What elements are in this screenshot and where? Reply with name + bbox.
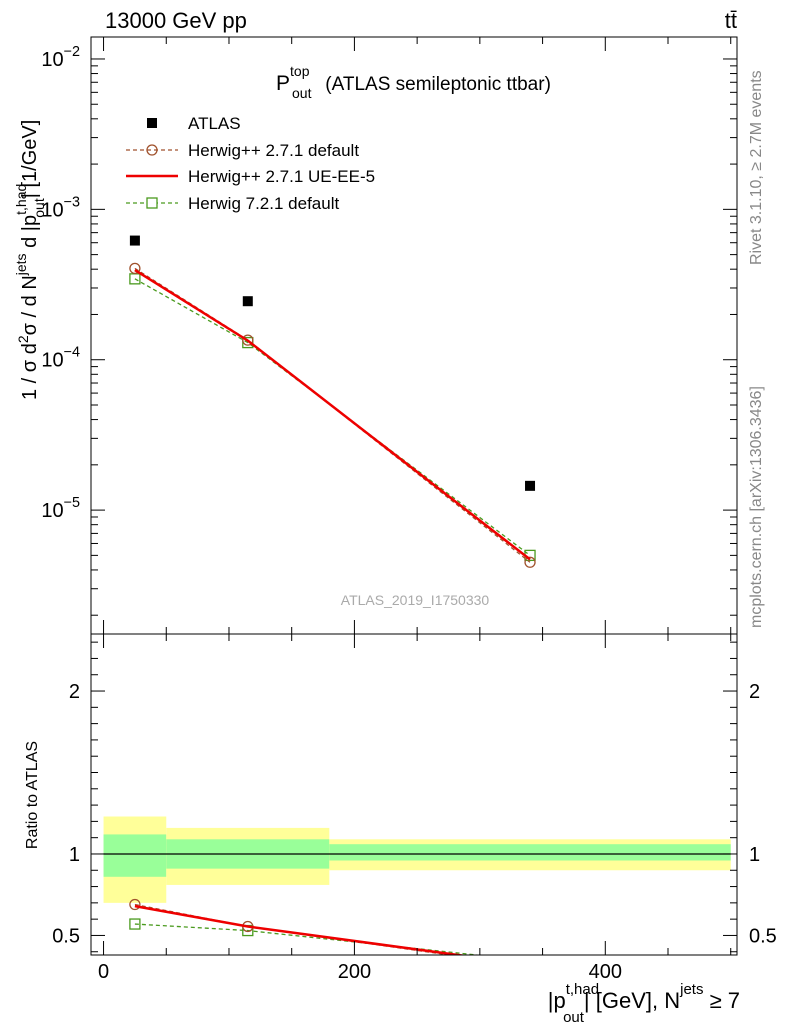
analysis-id: ATLAS_2019_I1750330 <box>341 592 490 608</box>
ratio-y-tick-label-right: 0.5 <box>749 925 777 947</box>
header-right-label: tt̄ <box>725 8 737 33</box>
legend-atlas-label: ATLAS <box>188 114 241 133</box>
main-series-1-point <box>524 556 536 568</box>
legend-herwig7-label: Herwig 7.2.1 default <box>188 194 339 213</box>
main-y-tick-label: 10−5 <box>41 495 80 522</box>
legend-herwig-ueee5-label: Herwig++ 2.7.1 UE-EE-5 <box>188 167 375 186</box>
ratio-band-green-2 <box>329 844 731 861</box>
x-tick-label: 200 <box>338 961 371 983</box>
header-left-label: 13000 GeV pp <box>105 8 247 33</box>
main-series-3-line <box>134 278 531 556</box>
main-series-0-atlas-point <box>242 296 253 307</box>
ratio-y-tick-label-left: 1 <box>69 844 80 866</box>
main-title-sub: out <box>292 85 312 101</box>
mcplots-label: mcplots.cern.ch [arXiv:1306.3436] <box>748 386 765 628</box>
main-y-tick-label: 10−3 <box>41 194 80 221</box>
ratio-series-2-line <box>134 923 483 955</box>
ratio-series-1-line <box>134 904 468 955</box>
legend-herwig-default-label: Herwig++ 2.7.1 default <box>188 141 359 160</box>
ratio-series-0-point <box>129 898 141 911</box>
main-series-1-point <box>129 262 141 275</box>
main-title: Ptop out (ATLAS semileptonic ttbar) <box>276 63 551 101</box>
main-y-tick-label: 10−4 <box>41 345 80 372</box>
x-tick-label: 0 <box>98 961 109 983</box>
ratio-y-tick-label-left: 2 <box>69 681 80 703</box>
main-series-0-atlas-point <box>129 235 140 246</box>
rivet-label: Rivet 3.1.10, ≥ 2.7M events <box>748 70 765 265</box>
main-series-2-line <box>134 268 531 561</box>
main-series-1-point <box>242 334 254 346</box>
ratio-y-tick-label-right: 1 <box>749 844 760 866</box>
x-tick-label: 400 <box>589 961 622 983</box>
main-title-main: P <box>276 72 290 95</box>
legend: ATLAS Herwig++ 2.7.1 default Herwig++ 2.… <box>126 114 375 213</box>
ratio-content <box>103 816 731 971</box>
ratio-plot: 0.5 0.5 1 1 2 2 0 200 400 <box>52 633 777 983</box>
main-y-tick-label: 10−2 <box>41 44 80 71</box>
x-axis-label: |pt,had out| [GeV], Njets ≥ 7 <box>548 981 740 1024</box>
ratio-series-0-point <box>525 961 535 971</box>
legend-atlas-marker <box>147 118 157 128</box>
ratio-y-tick-label-left: 0.5 <box>52 925 80 947</box>
ratio-y-tick-label-right: 2 <box>749 681 760 703</box>
main-title-sup: top <box>290 63 310 79</box>
ratio-series-2-point <box>525 956 535 966</box>
legend-herwig-default-marker <box>146 144 158 156</box>
main-plot: 10−2 10−3 10−4 10−5 <box>41 36 738 635</box>
ratio-series-0-line <box>134 903 455 955</box>
main-series-1-line <box>134 267 531 563</box>
main-series-0-atlas-point <box>525 480 536 491</box>
legend-herwig7-marker <box>146 197 158 209</box>
main-ylabel: 1 / σ d2σ / d Njets d |pt,had out| [1/GeV… <box>13 120 47 400</box>
ratio-ylabel: Ratio to ATLAS <box>24 741 41 849</box>
ratio-frame <box>90 633 738 956</box>
ratio-series-2-point <box>129 918 141 930</box>
ratio-band-green-0 <box>103 834 167 877</box>
main-title-rest: (ATLAS semileptonic ttbar) <box>320 74 551 95</box>
